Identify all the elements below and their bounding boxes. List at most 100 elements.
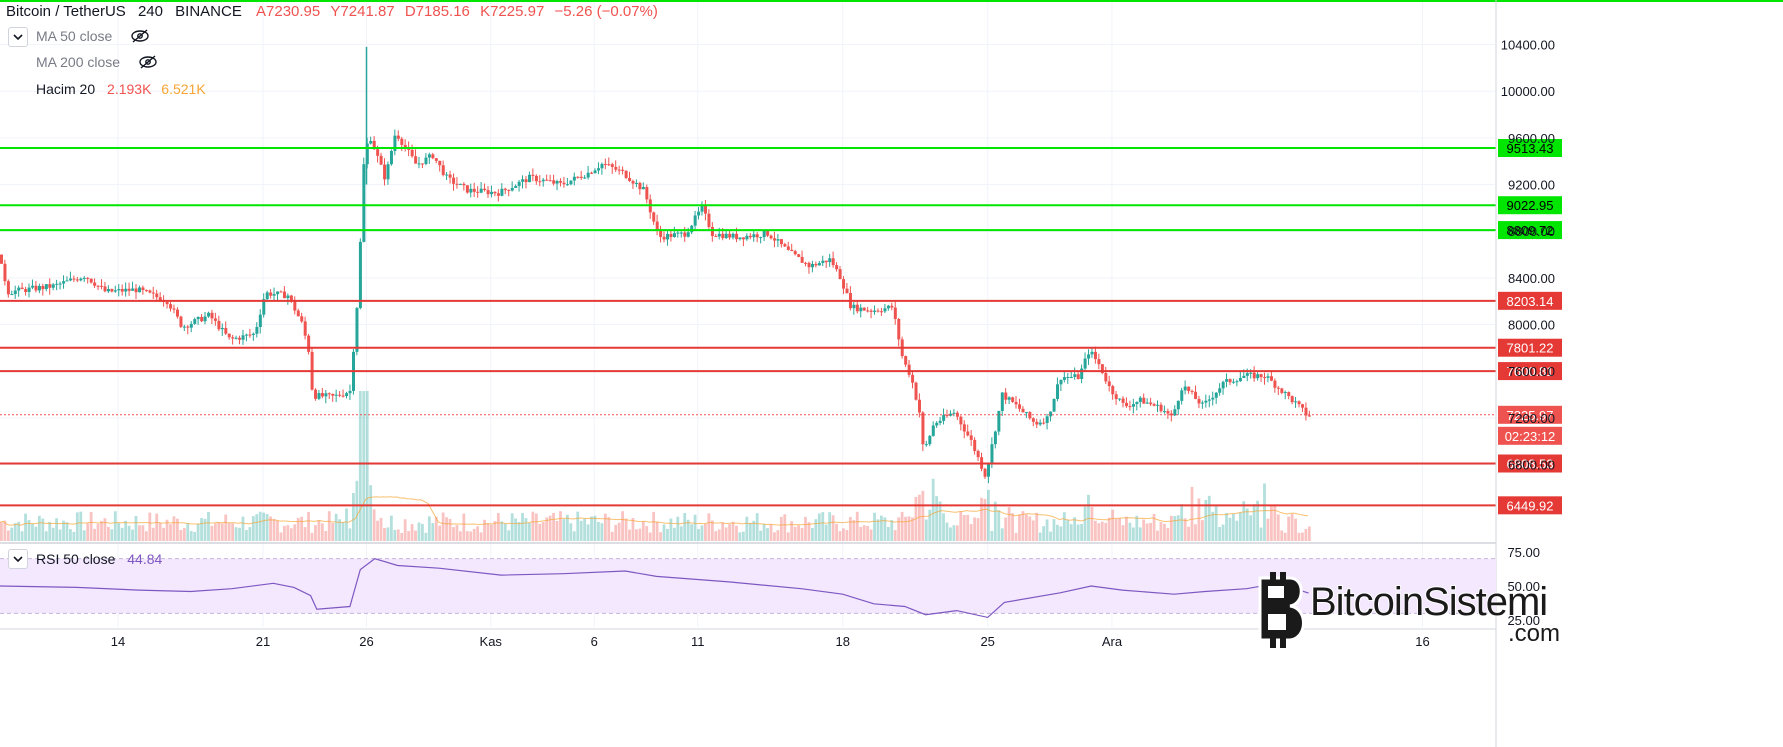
eye-off-icon[interactable] — [138, 54, 158, 73]
candle-body — [666, 233, 670, 240]
support-level-tag — [1498, 221, 1562, 240]
candle-body — [1245, 373, 1249, 376]
volume-bar — [631, 518, 635, 541]
candle-body — [251, 333, 255, 335]
volume-bar — [82, 530, 86, 541]
volume-bar — [255, 514, 259, 541]
volume-bar — [835, 523, 838, 541]
volume-bar — [141, 525, 145, 541]
candle-body — [897, 318, 901, 340]
volume-bar — [431, 523, 435, 541]
candles — [0, 129, 1311, 484]
candle-body — [828, 258, 832, 263]
volume-legend[interactable]: Hacim 20 2.193K 6.521K — [36, 81, 206, 97]
volume-bar — [945, 522, 949, 541]
price-tick-label: 10000.00 — [1501, 84, 1555, 99]
volume-bar — [0, 522, 3, 541]
volume-bar — [176, 518, 179, 541]
volume-bar — [1232, 513, 1235, 541]
eye-off-icon[interactable] — [130, 28, 150, 47]
volume-bar — [1287, 516, 1291, 541]
candle-body — [1194, 391, 1198, 399]
volume-bar — [1087, 494, 1090, 541]
volume-bar — [300, 516, 304, 541]
candle-body — [396, 135, 400, 139]
volume-bar — [576, 511, 580, 541]
ma200-legend[interactable]: MA 200 close — [36, 54, 158, 73]
candle-body — [548, 180, 552, 182]
chevron-down-icon — [13, 34, 23, 41]
ma50-label: MA 50 close — [36, 28, 113, 45]
volume-bar — [555, 521, 559, 541]
volume-bar — [155, 513, 159, 541]
volume-bar — [1273, 504, 1277, 541]
candle-body — [62, 281, 66, 284]
volume-bar — [855, 511, 859, 541]
candle-body — [113, 290, 117, 292]
candle-body — [403, 144, 407, 148]
candle-body — [331, 393, 335, 396]
ma50-legend[interactable]: MA 50 close — [36, 28, 150, 47]
rsi-legend[interactable]: RSI 50 close 44.84 — [36, 551, 162, 567]
candle-body — [931, 425, 935, 436]
symbol-name[interactable]: Bitcoin / TetherUS — [6, 3, 126, 20]
collapse-legend-button[interactable] — [8, 27, 28, 47]
volume-bar — [1225, 513, 1228, 541]
time-tick-label: 16 — [1415, 634, 1429, 649]
volume-bar — [1256, 500, 1259, 541]
time-tick-label: 14 — [111, 634, 125, 649]
candle-body — [469, 188, 473, 193]
volume-bar — [1142, 519, 1146, 541]
candle-body — [100, 285, 104, 287]
volume-bar — [597, 521, 600, 541]
volume-bar — [376, 520, 379, 541]
candle-body — [738, 237, 742, 240]
candle-body — [952, 412, 956, 414]
volume-bar — [1159, 522, 1163, 541]
candle-body — [103, 286, 107, 292]
volume-bar — [1114, 518, 1118, 541]
volume-bar — [1259, 527, 1263, 541]
volume-bar — [1028, 516, 1032, 541]
volume-bar — [1169, 515, 1173, 541]
candle-body — [990, 444, 994, 465]
ohlc-high: Y7241.87 — [330, 3, 395, 20]
candle-body — [182, 326, 186, 328]
candle-body — [624, 170, 628, 178]
candle-body — [976, 450, 980, 458]
volume-bar — [455, 525, 459, 541]
candle-body — [386, 164, 390, 180]
candle-body — [959, 416, 963, 425]
candle-body — [586, 172, 590, 178]
candle-body — [245, 334, 249, 336]
volume-bar — [13, 523, 17, 541]
candle-body — [1232, 381, 1236, 383]
volume-bar — [179, 530, 183, 541]
candle-body — [338, 394, 342, 396]
candle-body — [296, 310, 300, 317]
candle-body — [735, 233, 739, 240]
candle-body — [31, 285, 35, 288]
resistance-level-label: 7600.81 — [1507, 364, 1554, 379]
candle-body — [572, 176, 576, 181]
candle-body — [721, 233, 725, 239]
volume-bar — [821, 512, 825, 541]
candle-body — [1187, 386, 1191, 392]
interval[interactable]: 240 — [137, 3, 163, 20]
volume-bar — [1107, 517, 1111, 541]
time-tick-label: 11 — [691, 634, 705, 649]
volume-bar — [169, 524, 172, 541]
ma200-label: MA 200 close — [36, 54, 121, 71]
volume-bar — [362, 391, 366, 541]
volume-bar — [1173, 516, 1177, 541]
volume-bar — [1121, 525, 1125, 541]
candle-body — [1021, 408, 1025, 413]
collapse-rsi-button[interactable] — [8, 549, 28, 569]
volume-bar — [1283, 532, 1287, 541]
candle-body — [127, 288, 131, 291]
volume-bar — [251, 516, 255, 541]
volume-bar — [521, 513, 524, 541]
brand-suffix: .com — [1507, 620, 1561, 648]
candle-body — [1159, 404, 1163, 412]
